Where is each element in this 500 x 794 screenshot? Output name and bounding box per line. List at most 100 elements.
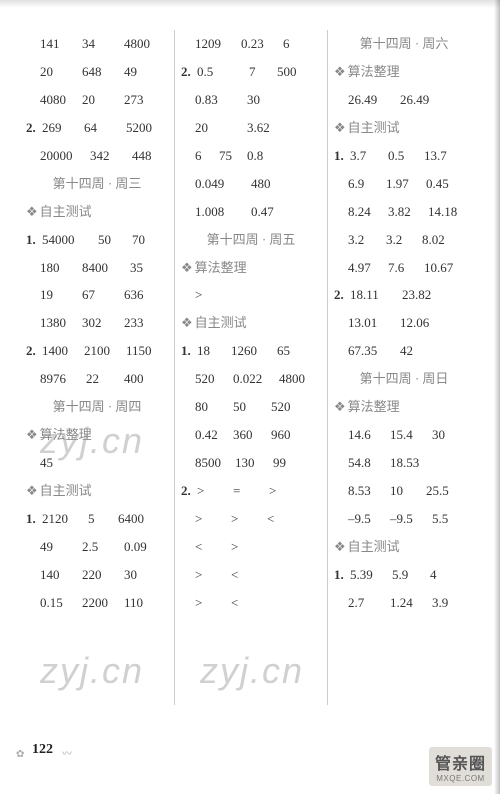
cell-value: 14.18 bbox=[428, 198, 472, 226]
diamond-icon: ❖ bbox=[181, 254, 193, 282]
cell-value: 54.8 bbox=[348, 449, 390, 477]
data-row: 8.531025.5 bbox=[334, 477, 474, 505]
cell-value: 26.49 bbox=[400, 86, 448, 114]
cell-value: 220 bbox=[82, 561, 124, 589]
cell-value: 2120 bbox=[42, 505, 88, 533]
data-row: 2.>=> bbox=[181, 477, 321, 505]
cell-value: 35 bbox=[130, 254, 156, 282]
subsection-heading: ❖算法整理 bbox=[181, 254, 321, 282]
data-row: 2.140021001150 bbox=[26, 337, 168, 365]
cell-value: > bbox=[231, 505, 267, 533]
data-row: > bbox=[181, 281, 321, 309]
cell-value: 302 bbox=[82, 309, 124, 337]
cell-value: 0.83 bbox=[195, 86, 247, 114]
logo-text-en: MXQE.COM bbox=[435, 774, 486, 783]
cell-value: 0.23 bbox=[241, 30, 283, 58]
cell-value: 5.9 bbox=[392, 561, 430, 589]
cell-value: 0.45 bbox=[426, 170, 466, 198]
subsection-label: 自主测试 bbox=[348, 533, 400, 561]
cell-value: 5200 bbox=[126, 114, 168, 142]
data-row: 141344800 bbox=[26, 30, 168, 58]
cell-value: 50 bbox=[233, 393, 271, 421]
data-row: 850013099 bbox=[181, 449, 321, 477]
cell-value: 0.15 bbox=[40, 589, 82, 617]
section-heading: 第十四周 · 周六 bbox=[334, 30, 474, 58]
subsection-label: 自主测试 bbox=[40, 477, 92, 505]
cell-value: 110 bbox=[124, 589, 166, 617]
item-label: 1. bbox=[181, 337, 195, 365]
cell-value: 64 bbox=[84, 114, 126, 142]
cell-value: 141 bbox=[40, 30, 82, 58]
cell-value: 3.82 bbox=[388, 198, 428, 226]
subsection-heading: ❖算法整理 bbox=[334, 393, 474, 421]
site-logo: 管亲圈 MXQE.COM bbox=[429, 747, 492, 786]
cell-value: 12.06 bbox=[400, 309, 448, 337]
subsection-heading: ❖自主测试 bbox=[26, 477, 168, 505]
cell-value: 50 bbox=[98, 226, 132, 254]
cell-value: 520 bbox=[271, 393, 311, 421]
section-heading: 第十四周 · 周三 bbox=[26, 170, 168, 198]
column-left: 14134480020648494080202732.2696452002000… bbox=[20, 30, 174, 705]
cell-value: 273 bbox=[124, 86, 166, 114]
cell-value: 360 bbox=[233, 421, 271, 449]
item-label: 2. bbox=[181, 477, 195, 505]
subsection-heading: ❖自主测试 bbox=[334, 114, 474, 142]
cell-value: 20 bbox=[40, 58, 82, 86]
item-label: 2. bbox=[181, 58, 195, 86]
data-row: 897622400 bbox=[26, 365, 168, 393]
cell-value: 4.97 bbox=[348, 254, 388, 282]
cell-value: 3.7 bbox=[350, 142, 388, 170]
cell-value: 960 bbox=[271, 421, 311, 449]
cell-value: 0.09 bbox=[124, 533, 166, 561]
cell-value: < bbox=[231, 561, 267, 589]
data-row: >< bbox=[181, 561, 321, 589]
cell-value: 49 bbox=[40, 533, 82, 561]
cell-value: > bbox=[269, 477, 293, 505]
subsection-heading: ❖自主测试 bbox=[26, 198, 168, 226]
cell-value: > bbox=[195, 589, 231, 617]
data-row: 8050520 bbox=[181, 393, 321, 421]
subsection-label: 自主测试 bbox=[195, 309, 247, 337]
cell-value: 0.5 bbox=[197, 58, 249, 86]
cell-value: 4800 bbox=[279, 365, 319, 393]
logo-text-cn: 管亲圈 bbox=[435, 750, 486, 774]
data-row: 2.269645200 bbox=[26, 114, 168, 142]
data-row: 12090.236 bbox=[181, 30, 321, 58]
data-row: 1380302233 bbox=[26, 309, 168, 337]
data-row: 2.18.1123.82 bbox=[334, 281, 474, 309]
cell-value: 20 bbox=[195, 114, 247, 142]
cell-value: 6 bbox=[283, 30, 309, 58]
cell-value: 2.5 bbox=[82, 533, 124, 561]
data-row: 0.42360960 bbox=[181, 421, 321, 449]
cell-value: 8500 bbox=[195, 449, 235, 477]
data-row: 14.615.430 bbox=[334, 421, 474, 449]
cell-value: > bbox=[197, 477, 233, 505]
cell-value: 140 bbox=[40, 561, 82, 589]
cell-value: 0.42 bbox=[195, 421, 233, 449]
cell-value: 65 bbox=[277, 337, 305, 365]
cell-value: 20000 bbox=[40, 142, 90, 170]
cell-value: 13.01 bbox=[348, 309, 400, 337]
cell-value: 20 bbox=[82, 86, 124, 114]
page-decoration-icon: ✿ bbox=[16, 749, 24, 760]
data-row: 0.152200110 bbox=[26, 589, 168, 617]
cell-value: 342 bbox=[90, 142, 132, 170]
cell-value: > bbox=[231, 533, 267, 561]
cell-value: > bbox=[195, 505, 231, 533]
cell-value: 19 bbox=[40, 281, 82, 309]
cell-value: 30 bbox=[124, 561, 166, 589]
subsection-heading: ❖算法整理 bbox=[334, 58, 474, 86]
cell-value: 8400 bbox=[82, 254, 130, 282]
cell-value: 25.5 bbox=[426, 477, 466, 505]
cell-value: 0.049 bbox=[195, 170, 251, 198]
data-row: 2.71.243.9 bbox=[334, 589, 474, 617]
cell-value: 70 bbox=[132, 226, 158, 254]
cell-value: 480 bbox=[251, 170, 291, 198]
cell-value: 500 bbox=[277, 58, 313, 86]
cell-value: 5.39 bbox=[350, 561, 392, 589]
data-row: 45 bbox=[26, 449, 168, 477]
data-row: 3.23.28.02 bbox=[334, 226, 474, 254]
cell-value: 3.62 bbox=[247, 114, 287, 142]
item-label: 2. bbox=[334, 281, 348, 309]
cell-value: 54000 bbox=[42, 226, 98, 254]
